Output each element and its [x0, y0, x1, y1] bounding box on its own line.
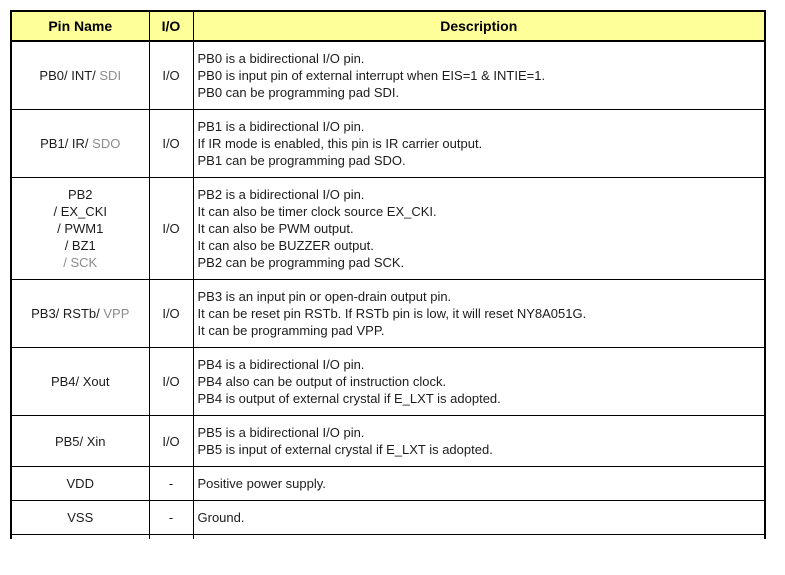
pin-name-cell: PB5/ Xin — [10, 415, 150, 467]
table-row: PB5/ Xin I/O PB5 is a bidirectional I/O pi… — [10, 415, 766, 467]
header-row: Pin Name I/O Description — [10, 10, 766, 42]
pin-name-segment: / PWM1 — [57, 221, 104, 236]
pin-name-segment-muted: SDI — [99, 68, 122, 83]
description-line: PB4 is a bidirectional I/O pin. — [197, 357, 365, 372]
header-description: Description — [192, 10, 766, 42]
description-line: PB3 is an input pin or open-drain output… — [197, 289, 452, 304]
pin-table-container: Pin Name I/O Description PB0/ INT/ SDI I/… — [10, 10, 766, 539]
table-row: VDD - Positive power supply. — [10, 466, 766, 501]
io-cell: I/O — [148, 177, 194, 280]
description-line: PB1 can be programming pad SDO. — [197, 153, 406, 168]
pin-name-line: / SCK — [16, 254, 145, 271]
table-body: PB0/ INT/ SDI I/O PB0 is a bidirectional I… — [10, 40, 766, 539]
description-cell: PB2 is a bidirectional I/O pin. It can al… — [192, 177, 766, 280]
pin-name-segment: PB4/ Xout — [50, 374, 110, 389]
table-header: Pin Name I/O Description — [10, 10, 766, 42]
clipped-next-row — [10, 534, 766, 539]
io-cell: - — [148, 466, 194, 501]
pin-name-line: PB3/ RSTb/ VPP — [16, 305, 145, 322]
description-cell: PB1 is a bidirectional I/O pin. If IR mod… — [192, 109, 766, 178]
pin-name-segment: PB3/ RSTb/ — [31, 306, 104, 321]
description-line: PB5 is a bidirectional I/O pin. — [197, 425, 365, 440]
description-cell: PB0 is a bidirectional I/O pin. PB0 is in… — [192, 40, 766, 110]
table-row: PB2 / EX_CKI / PWM1 / BZ1 / SCK I/O PB2 is a b… — [10, 177, 766, 280]
description-line: PB0 is input pin of external interrupt w… — [197, 68, 546, 83]
pin-description-table: Pin Name I/O Description PB0/ INT/ SDI I/… — [10, 10, 766, 539]
pin-name-cell: PB4/ Xout — [10, 347, 150, 416]
description-line: It can be programming pad VPP. — [197, 323, 385, 338]
io-cell: I/O — [148, 347, 194, 416]
table-row: PB3/ RSTb/ VPP I/O PB3 is an input pin or … — [10, 279, 766, 348]
pin-name-cell: PB2 / EX_CKI / PWM1 / BZ1 / SCK — [10, 177, 150, 280]
pin-name-line: PB2 — [16, 186, 145, 203]
pin-name-line: / BZ1 — [16, 237, 145, 254]
description-cell: PB3 is an input pin or open-drain output… — [192, 279, 766, 348]
io-cell: I/O — [148, 40, 194, 110]
description-line: It can also be PWM output. — [197, 221, 354, 236]
description-cell: PB4 is a bidirectional I/O pin. PB4 also … — [192, 347, 766, 416]
pin-name-line: PB4/ Xout — [16, 373, 145, 390]
clipped-cell — [148, 534, 194, 539]
io-cell: I/O — [148, 109, 194, 178]
description-line: PB0 can be programming pad SDI. — [197, 85, 400, 100]
description-line: It can also be BUZZER output. — [197, 238, 374, 253]
description-line: Positive power supply. — [197, 476, 326, 491]
description-cell: Ground. — [192, 500, 766, 535]
description-line: Ground. — [197, 510, 245, 525]
description-line: PB4 is output of external crystal if E_L… — [197, 391, 501, 406]
pin-name-cell: PB3/ RSTb/ VPP — [10, 279, 150, 348]
pin-name-cell: PB1/ IR/ SDO — [10, 109, 150, 178]
pin-name-line: PB1/ IR/ SDO — [16, 135, 145, 152]
io-cell: - — [148, 500, 194, 535]
pin-name-line: VSS — [16, 509, 145, 526]
pin-name-segment-muted: SDO — [92, 136, 121, 151]
table-row: PB0/ INT/ SDI I/O PB0 is a bidirectional I… — [10, 40, 766, 110]
pin-name-segment: PB0/ INT/ — [39, 68, 100, 83]
pin-name-segment-muted: / SCK — [63, 255, 98, 270]
pin-name-line: PB0/ INT/ SDI — [16, 67, 145, 84]
description-line: PB0 is a bidirectional I/O pin. — [197, 51, 365, 66]
pin-name-line: PB5/ Xin — [16, 433, 145, 450]
pin-name-cell: VDD — [10, 466, 150, 501]
description-line: PB4 also can be output of instruction cl… — [197, 374, 447, 389]
pin-name-segment: / BZ1 — [64, 238, 96, 253]
description-cell: PB5 is a bidirectional I/O pin. PB5 is in… — [192, 415, 766, 467]
pin-name-segment: PB1/ IR/ — [40, 136, 93, 151]
description-line: PB2 can be programming pad SCK. — [197, 255, 405, 270]
clipped-cell — [192, 534, 766, 539]
header-pin-name: Pin Name — [10, 10, 150, 42]
pin-name-line: / EX_CKI — [16, 203, 145, 220]
description-line: PB1 is a bidirectional I/O pin. — [197, 119, 365, 134]
table-row: PB4/ Xout I/O PB4 is a bidirectional I/O p… — [10, 347, 766, 416]
pin-name-segment: PB2 — [67, 187, 93, 202]
description-cell: Positive power supply. — [192, 466, 766, 501]
table-row: PB1/ IR/ SDO I/O PB1 is a bidirectional I/… — [10, 109, 766, 178]
pin-name-segment: PB5/ Xin — [54, 433, 106, 449]
pin-name-segment: VSS — [67, 510, 94, 525]
pin-name-segment: / EX_CKI — [53, 204, 107, 219]
header-io: I/O — [148, 10, 194, 42]
pin-name-cell: PB0/ INT/ SDI — [10, 40, 150, 110]
description-line: PB2 is a bidirectional I/O pin. — [197, 187, 365, 202]
pin-name-cell: VSS — [10, 500, 150, 535]
table-row: VSS - Ground. — [10, 500, 766, 535]
clipped-cell — [10, 534, 150, 539]
pin-name-line: VDD — [16, 475, 145, 492]
description-line: It can also be timer clock source EX_CKI… — [197, 204, 437, 219]
pin-name-line: / PWM1 — [16, 220, 145, 237]
pin-name-segment: VDD — [66, 476, 94, 491]
io-cell: I/O — [148, 415, 194, 467]
description-line: PB5 is input of external crystal if E_LX… — [197, 442, 493, 457]
io-cell: I/O — [148, 279, 194, 348]
description-line: If IR mode is enabled, this pin is IR ca… — [197, 136, 483, 151]
pin-name-segment-muted: VPP — [103, 306, 130, 321]
description-line: It can be reset pin RSTb. If RSTb pin is… — [197, 306, 587, 321]
